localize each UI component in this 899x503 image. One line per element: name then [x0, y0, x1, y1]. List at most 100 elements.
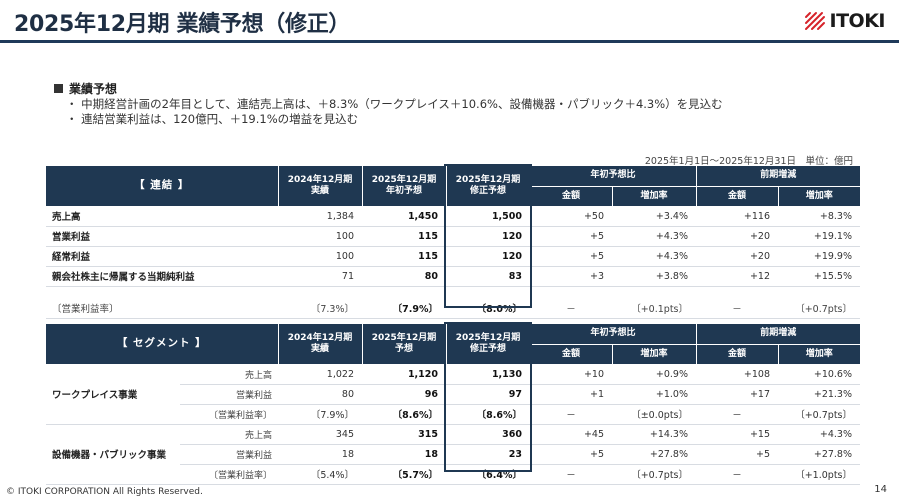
cell-yoy-rate: +21.3%	[778, 384, 860, 405]
segment-forecast-table: 【 セグメント 】 2024年12月期 実績 2025年12月期 予想 2025…	[46, 324, 860, 485]
sub-header-amount: 金額	[529, 186, 612, 207]
cell-fy2025-initial: 〔8.6%〕	[362, 404, 446, 425]
cell-fy2025-initial: 115	[362, 226, 446, 247]
cell-yoy-rate: +10.6%	[778, 364, 860, 385]
cell-vs-initial-rate: +27.8%	[612, 444, 696, 465]
row-label: 売上高	[180, 364, 278, 385]
table-row: 売上高 1,384 1,450 1,500 +50 +3.4% +116 +8.3%	[46, 206, 860, 227]
cell-yoy-amount: +20	[696, 226, 778, 247]
row-label: 親会社株主に帰属する当期純利益	[46, 266, 278, 287]
segment-name: ワークプレイス事業	[46, 364, 180, 425]
cell-fy2024: 80	[278, 384, 362, 405]
row-label: 〔営業利益率〕	[180, 404, 278, 425]
cell-fy2025-initial: 1,120	[362, 364, 446, 385]
cell-vs-initial-rate: +0.9%	[612, 364, 696, 385]
section-heading: 業績予想	[54, 80, 117, 97]
spacer-cell	[362, 286, 446, 298]
cell-yoy-amount: +20	[696, 246, 778, 267]
cell-vs-initial-rate: +3.8%	[612, 266, 696, 287]
square-bullet-icon	[54, 84, 63, 93]
title-underline	[0, 40, 899, 43]
table-row: 営業利益 18 18 23 +5 +27.8% +5 +27.8%	[46, 444, 860, 465]
cell-vs-initial-rate: +3.4%	[612, 206, 696, 227]
sub-header-rate: 増加率	[777, 186, 860, 207]
cell-vs-initial-amount: +1	[530, 384, 612, 405]
itoki-logo-text: ITOKI	[829, 10, 886, 32]
bullet-point-1: ・ 中期経営計画の2年目として、連結売上高は、＋8.3%（ワークプレイス＋10.…	[66, 97, 723, 111]
cell-vs-initial-rate: 〔±0.0pts〕	[612, 404, 696, 425]
sub-header-amount: 金額	[695, 186, 778, 207]
cell-fy2024: 100	[278, 246, 362, 267]
cell-vs-initial-amount: －	[530, 404, 612, 425]
itoki-logo: ITOKI	[804, 10, 886, 32]
page-title: 2025年12月期 業績予想（修正）	[14, 12, 351, 37]
cell-fy2025-initial: 80	[362, 266, 446, 287]
copyright-footer: © ITOKI CORPORATION All Rights Reserved.	[6, 487, 203, 497]
table-row: 営業利益 80 96 97 +1 +1.0% +17 +21.3%	[46, 384, 860, 405]
cell-yoy-rate: 〔+1.0pts〕	[778, 464, 860, 485]
cell-fy2025-initial: 115	[362, 246, 446, 267]
table-row: 経常利益 100 115 120 +5 +4.3% +20 +19.9%	[46, 246, 860, 267]
segment-name: 設備機器・パブリック事業	[46, 424, 180, 485]
cell-vs-initial-amount: +10	[530, 364, 612, 385]
cell-fy2025-revised: 1,500	[446, 206, 530, 227]
consolidated-forecast-table: 【 連結 】 2024年12月期 実績 2025年12月期 年初予想 2025年…	[46, 166, 860, 319]
cell-yoy-amount: +5	[696, 444, 778, 465]
col-header-fy2025-revised: 2025年12月期 修正予想	[445, 324, 530, 365]
cell-yoy-rate: +19.9%	[778, 246, 860, 267]
group-header-yoy: 前期増減	[695, 324, 860, 345]
col-header-fy2025-revised: 2025年12月期 修正予想	[445, 166, 530, 207]
cell-yoy-amount: －	[696, 298, 778, 319]
cell-yoy-amount: +12	[696, 266, 778, 287]
section-title: 業績予想	[69, 82, 118, 96]
sub-header-rate: 増加率	[777, 344, 860, 365]
cell-yoy-rate: +27.8%	[778, 444, 860, 465]
cell-vs-initial-amount: +3	[530, 266, 612, 287]
group-header-vs-initial: 年初予想比	[529, 324, 696, 345]
cell-vs-initial-amount: +45	[530, 424, 612, 445]
cell-vs-initial-rate: 〔+0.1pts〕	[612, 298, 696, 319]
row-label: 営業利益	[180, 384, 278, 405]
cell-fy2024: 〔7.3%〕	[278, 298, 362, 319]
col-header-fy2025-initial: 2025年12月期 年初予想	[361, 166, 446, 207]
cell-fy2025-revised: 360	[446, 424, 530, 445]
cell-yoy-rate: +19.1%	[778, 226, 860, 247]
cell-vs-initial-rate: +4.3%	[612, 226, 696, 247]
cell-yoy-rate: +4.3%	[778, 424, 860, 445]
table-row: 営業利益 100 115 120 +5 +4.3% +20 +19.1%	[46, 226, 860, 247]
spacer-cell	[530, 286, 612, 298]
table-row: 設備機器・パブリック事業 売上高 345 315 360 +45 +14.3% +15 +4.3…	[46, 424, 860, 485]
cell-fy2025-revised: 120	[446, 226, 530, 247]
sub-header-amount: 金額	[529, 344, 612, 365]
cell-fy2025-revised: 97	[446, 384, 530, 405]
table-corner-label: 【 セグメント 】	[46, 324, 278, 365]
cell-fy2025-initial: 315	[362, 424, 446, 445]
col-header-fy2025-forecast: 2025年12月期 予想	[361, 324, 446, 365]
cell-yoy-amount: +17	[696, 384, 778, 405]
cell-fy2024: 1,022	[278, 364, 362, 385]
cell-fy2025-initial: 96	[362, 384, 446, 405]
sub-header-rate: 増加率	[611, 344, 696, 365]
cell-fy2024: 〔7.9%〕	[278, 404, 362, 425]
cell-fy2025-initial: 〔7.9%〕	[362, 298, 446, 319]
spacer-cell	[446, 286, 530, 298]
cell-vs-initial-rate: +14.3%	[612, 424, 696, 445]
cell-yoy-rate: +8.3%	[778, 206, 860, 227]
table-row: ワークプレイス事業 売上高 1,022 1,120 1,130 +10 +0.9% +108 +…	[46, 364, 860, 425]
cell-fy2025-revised: 〔6.4%〕	[446, 464, 530, 485]
cell-fy2024: 71	[278, 266, 362, 287]
cell-fy2025-revised: 83	[446, 266, 530, 287]
cell-fy2025-revised: 〔8.6%〕	[446, 404, 530, 425]
cell-yoy-rate: 〔+0.7pts〕	[778, 404, 860, 425]
table-row: 親会社株主に帰属する当期純利益 71 80 83 +3 +3.8% +12 +15.5%	[46, 266, 860, 287]
page-number: 14	[874, 484, 887, 495]
cell-yoy-amount: +15	[696, 424, 778, 445]
table-row: 〔営業利益率〕 〔7.9%〕 〔8.6%〕 〔8.6%〕－〔±0.0pts〕－〔+0.…	[46, 404, 860, 425]
row-label: 売上高	[46, 206, 278, 227]
cell-vs-initial-amount: +5	[530, 246, 612, 267]
row-label: 〔営業利益率〕	[46, 298, 278, 319]
sub-header-amount: 金額	[695, 344, 778, 365]
row-label: 売上高	[180, 424, 278, 445]
period-unit-note: 2025年1月1日～2025年12月31日 単位：億円	[644, 156, 853, 167]
cell-yoy-rate: +15.5%	[778, 266, 860, 287]
